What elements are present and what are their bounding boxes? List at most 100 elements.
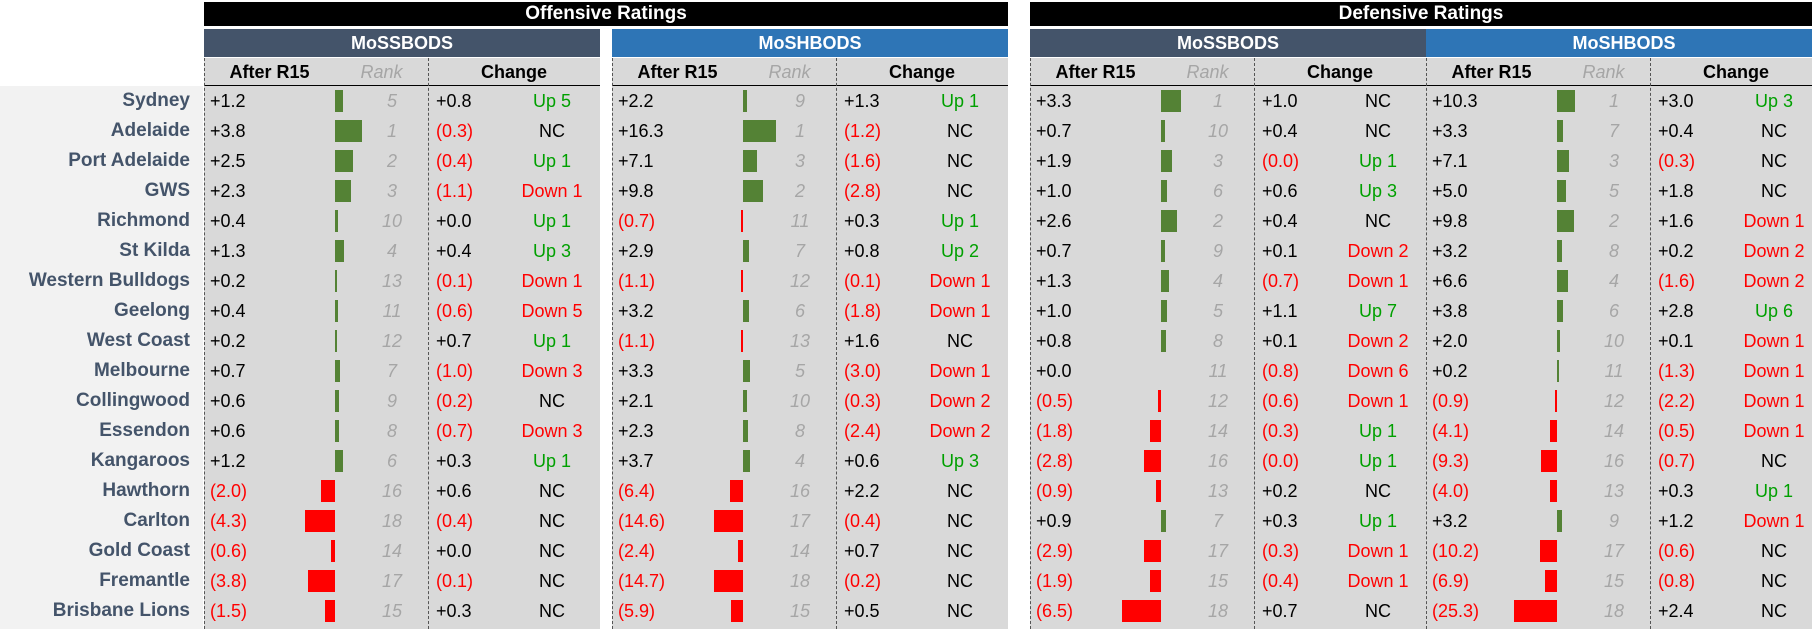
change-value: (0.6) bbox=[1262, 391, 1300, 411]
change-value: +0.8 bbox=[844, 241, 880, 261]
rating-bar bbox=[1161, 270, 1169, 292]
rating-value: +2.2 bbox=[618, 91, 654, 111]
change-value: +0.2 bbox=[1262, 481, 1298, 501]
column-divider bbox=[1030, 58, 1031, 629]
model-block: After R15 Rank Change +3.3 1 +1.0 NC +0.7 10 +0.4… bbox=[1030, 58, 1426, 629]
rating-bar bbox=[335, 450, 344, 472]
rank-value: 12 bbox=[1207, 391, 1229, 411]
rank-value: 18 bbox=[1207, 601, 1229, 621]
rating-value: +0.4 bbox=[210, 211, 246, 231]
rank-value: 5 bbox=[794, 361, 805, 381]
rank-value: 11 bbox=[1604, 361, 1624, 381]
rating-value: (3.8) bbox=[210, 571, 248, 591]
change-value: (0.7) bbox=[1658, 451, 1696, 471]
rating-bar bbox=[1557, 360, 1559, 382]
rating-value: +0.2 bbox=[210, 271, 246, 291]
rating-bar bbox=[743, 450, 751, 472]
column-divider bbox=[204, 58, 205, 629]
rating-value: +7.1 bbox=[618, 151, 654, 171]
change-header: Change bbox=[1650, 58, 1812, 86]
change-value: (0.4) bbox=[1262, 571, 1300, 591]
rating-bar bbox=[1149, 570, 1161, 592]
change-value: +0.6 bbox=[436, 481, 472, 501]
team-name: Hawthorn bbox=[102, 480, 190, 501]
rank-movement: Down 2 bbox=[1743, 241, 1805, 261]
rating-bar bbox=[335, 180, 352, 202]
rating-bar bbox=[1150, 420, 1161, 442]
rank-movement: NC bbox=[1761, 601, 1787, 621]
rank-movement: NC bbox=[539, 601, 565, 621]
rating-value: +10.3 bbox=[1432, 91, 1478, 111]
rank-movement: NC bbox=[1761, 571, 1787, 591]
rating-bar bbox=[335, 150, 353, 172]
rating-value: +3.7 bbox=[618, 451, 654, 471]
rating-bar bbox=[1557, 300, 1564, 322]
rating-value: +1.9 bbox=[1036, 151, 1072, 171]
rank-movement: Down 1 bbox=[1743, 361, 1805, 381]
rank-value: 16 bbox=[1207, 451, 1229, 471]
model-block: After R15 Rank Change +10.3 1 +3.0 Up 3 +3.3 7 +0… bbox=[1426, 58, 1812, 629]
team-name: Kangaroos bbox=[90, 450, 190, 471]
rating-value: +0.8 bbox=[1036, 331, 1072, 351]
rating-bar bbox=[1541, 450, 1557, 472]
change-value: (0.1) bbox=[844, 271, 882, 291]
rank-movement: NC bbox=[947, 481, 973, 501]
rating-value: (6.9) bbox=[1432, 571, 1470, 591]
rating-value: +1.0 bbox=[1036, 181, 1072, 201]
change-value: +0.4 bbox=[436, 241, 472, 261]
rating-value: (25.3) bbox=[1432, 601, 1480, 621]
rank-movement: NC bbox=[1761, 121, 1787, 141]
rank-value: 3 bbox=[1212, 151, 1223, 171]
change-value: +1.8 bbox=[1658, 181, 1694, 201]
change-value: +0.7 bbox=[436, 331, 472, 351]
rank-movement: NC bbox=[1761, 181, 1787, 201]
rank-movement: Down 5 bbox=[521, 301, 583, 321]
rank-movement: NC bbox=[1365, 211, 1391, 231]
change-value: +1.0 bbox=[1262, 91, 1298, 111]
rating-bar bbox=[1550, 480, 1557, 502]
rank-value: 10 bbox=[1603, 331, 1625, 351]
rank-value: 3 bbox=[794, 151, 805, 171]
rating-bar bbox=[335, 210, 338, 232]
rank-value: 2 bbox=[386, 151, 397, 171]
rank-movement: Down 6 bbox=[1347, 361, 1409, 381]
change-value: (0.3) bbox=[1658, 151, 1696, 171]
rank-value: 5 bbox=[1608, 181, 1619, 201]
team-name: Richmond bbox=[97, 210, 190, 231]
rating-bar bbox=[1557, 150, 1570, 172]
rank-value: 3 bbox=[1608, 151, 1619, 171]
rank-value: 11 bbox=[382, 301, 402, 321]
team-name: Port Adelaide bbox=[68, 150, 190, 171]
change-value: (0.3) bbox=[1262, 421, 1300, 441]
rank-movement: Down 1 bbox=[1347, 541, 1409, 561]
rank-movement: NC bbox=[1761, 151, 1787, 171]
change-value: (0.1) bbox=[436, 271, 474, 291]
rank-header: Rank bbox=[335, 58, 428, 86]
rank-movement: Up 1 bbox=[532, 211, 572, 231]
rank-value: 12 bbox=[789, 271, 811, 291]
change-value: +0.4 bbox=[1658, 121, 1694, 141]
rank-value: 2 bbox=[794, 181, 805, 201]
change-value: +0.1 bbox=[1262, 331, 1298, 351]
change-value: (2.8) bbox=[844, 181, 882, 201]
rank-movement: Down 3 bbox=[521, 361, 583, 381]
rank-value: 11 bbox=[790, 211, 810, 231]
rating-bar bbox=[335, 300, 338, 322]
rating-bar bbox=[743, 390, 748, 412]
rating-value: (6.5) bbox=[1036, 601, 1074, 621]
rank-movement: NC bbox=[539, 571, 565, 591]
rating-bar bbox=[1555, 390, 1557, 412]
rank-value: 14 bbox=[1603, 421, 1625, 441]
change-value: (0.3) bbox=[844, 391, 882, 411]
change-value: (0.4) bbox=[436, 151, 474, 171]
rating-bar bbox=[743, 420, 748, 442]
rating-bar bbox=[1161, 300, 1167, 322]
rank-movement: Up 1 bbox=[1358, 151, 1398, 171]
rating-value: (4.0) bbox=[1432, 481, 1470, 501]
rank-value: 13 bbox=[1603, 481, 1625, 501]
change-value: +0.0 bbox=[436, 541, 472, 561]
rating-bar bbox=[743, 90, 748, 112]
rank-movement: Down 1 bbox=[521, 271, 583, 291]
change-value: (1.0) bbox=[436, 361, 474, 381]
rank-movement: NC bbox=[947, 601, 973, 621]
